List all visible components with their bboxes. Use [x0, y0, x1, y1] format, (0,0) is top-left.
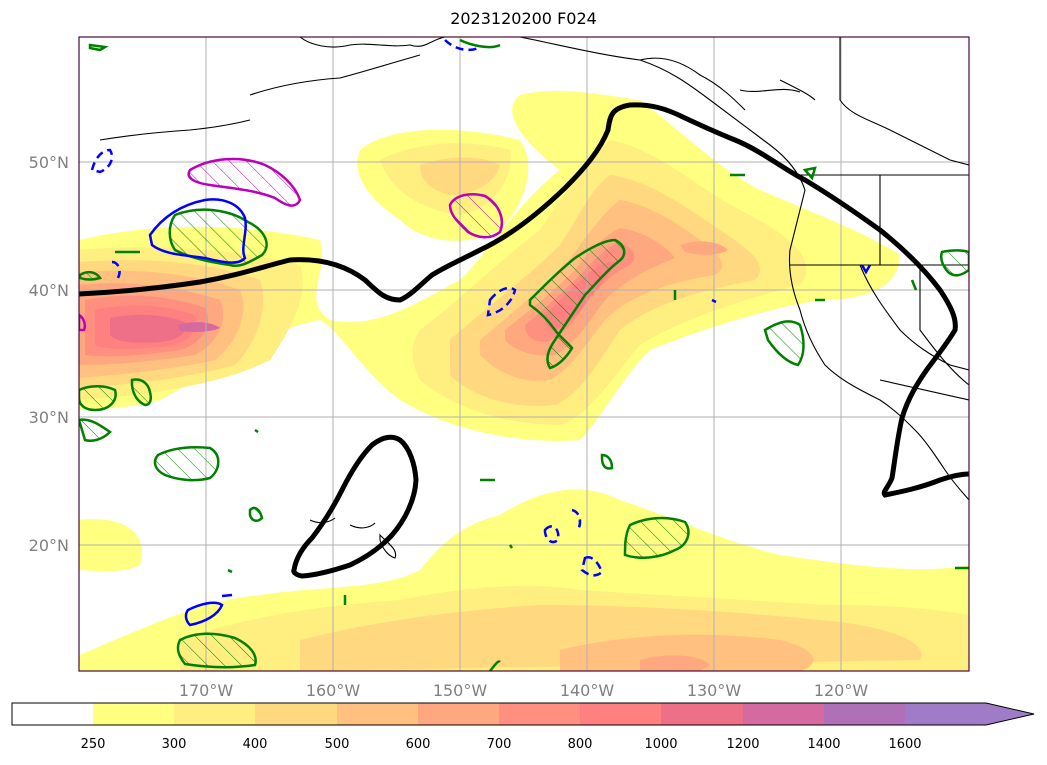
colorbar: 250 300 400 500 600 700 800 1000 1200 14… [11, 702, 1035, 752]
colorbar-tick: 700 [487, 737, 512, 752]
colorbar-tick: 250 [81, 737, 106, 752]
lon-label-130w: 130°W [687, 681, 742, 700]
lon-label-160w: 160°W [306, 681, 361, 700]
colorbar-tick: 1000 [644, 737, 677, 752]
blue-contours [148, 198, 872, 627]
lon-label-140w: 140°W [560, 681, 615, 700]
green-contour-segments [88, 38, 969, 671]
lon-label-170w: 170°W [179, 681, 234, 700]
lat-label-50n: 50°N [29, 153, 69, 172]
lon-label-150w: 150°W [433, 681, 488, 700]
colorbar-ticks: 250 300 400 500 600 700 800 1000 1200 14… [81, 737, 922, 752]
longitude-labels: 170°W 160°W 150°W 140°W 130°W 120°W [179, 681, 869, 700]
lat-label-30n: 30°N [29, 408, 69, 427]
colorbar-tick: 300 [162, 737, 187, 752]
contour-1200 [178, 322, 220, 332]
colorbar-tick: 1200 [726, 737, 759, 752]
blue-dashed-contours [90, 39, 604, 577]
contour-1000 [110, 314, 186, 343]
coastlines [99, 37, 969, 559]
latitude-labels: 50°N 40°N 30°N 20°N [29, 153, 69, 555]
lat-label-40n: 40°N [29, 281, 69, 300]
colorbar-tick: 400 [243, 737, 268, 752]
map-title: 2023120200 F024 [450, 9, 597, 28]
colorbar-tick: 1400 [807, 737, 840, 752]
lat-label-20n: 20°N [29, 536, 69, 555]
map-frame [78, 36, 970, 672]
magenta-contours [79, 157, 504, 332]
colorbar-tick: 600 [406, 737, 431, 752]
colorbar-tick: 1600 [888, 737, 921, 752]
green-contours [79, 208, 969, 669]
colorbar-tick: 500 [325, 737, 350, 752]
lon-label-120w: 120°W [814, 681, 869, 700]
colorbar-tick: 800 [568, 737, 593, 752]
bold-contour [79, 102, 969, 579]
